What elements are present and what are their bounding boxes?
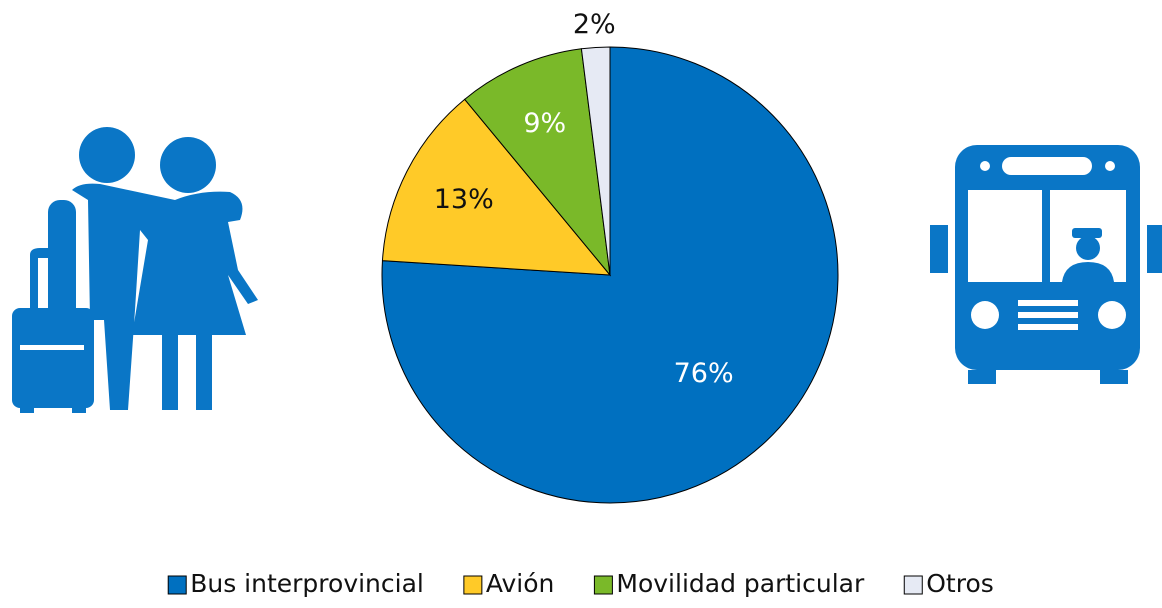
- pie-slice: [381, 46, 839, 504]
- pie-slice: [580, 46, 611, 276]
- travellers-icon: [12, 127, 258, 413]
- legend-label: Movilidad particular: [616, 569, 865, 598]
- legend-swatch: [167, 575, 187, 595]
- legend-label: Avión: [486, 569, 555, 598]
- pie-slice: [381, 98, 612, 276]
- data-label: 9%: [523, 108, 566, 139]
- data-label: 13%: [434, 184, 494, 215]
- pie-slice: [463, 48, 611, 277]
- legend-swatch: [593, 575, 613, 595]
- data-label: 76%: [674, 358, 734, 389]
- bus-icon: [930, 145, 1162, 384]
- legend-label: Bus interprovincial: [190, 569, 424, 598]
- legend-swatch: [903, 575, 923, 595]
- legend-swatch: [463, 575, 483, 595]
- legend-label: Otros: [926, 569, 994, 598]
- data-label: 2%: [573, 9, 616, 40]
